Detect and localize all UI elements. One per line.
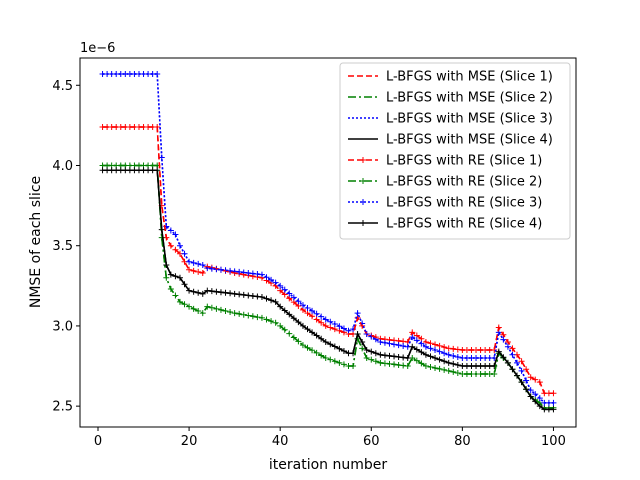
- y-axis-label: NMSE of each slice: [28, 176, 44, 308]
- data-point-marker: [404, 363, 411, 370]
- series-4: [102, 169, 554, 411]
- legend-entry: L-BFGS with MSE (Slice 3): [348, 112, 553, 127]
- legend-marker: [360, 199, 366, 205]
- data-point-marker: [286, 290, 293, 297]
- data-point-marker: [309, 347, 316, 354]
- data-point-marker: [181, 301, 188, 308]
- legend-marker: [360, 220, 366, 226]
- data-point-marker: [322, 355, 329, 362]
- series-3: [102, 73, 554, 404]
- legend-label: L-BFGS with RE (Slice 1): [386, 154, 542, 169]
- plot-area: [79, 57, 577, 428]
- legend-entry: L-BFGS with MSE (Slice 4): [348, 133, 553, 148]
- data-point-marker: [176, 242, 183, 249]
- plot-frame: [79, 57, 577, 428]
- y-tick-label: 4.5: [52, 79, 73, 94]
- series-line: [102, 169, 554, 411]
- legend-label: L-BFGS with MSE (Slice 2): [386, 91, 553, 106]
- legend-entry: L-BFGS with RE (Slice 3): [348, 196, 542, 211]
- legend-entry: L-BFGS with MSE (Slice 1): [348, 70, 553, 85]
- data-point-marker: [322, 316, 329, 323]
- data-point-marker: [290, 294, 297, 301]
- series-line: [102, 73, 554, 404]
- data-point-marker: [299, 342, 306, 349]
- y-tick-label: 3.0: [52, 319, 73, 334]
- x-tick-label: 80: [454, 434, 471, 449]
- data-point-marker: [304, 310, 311, 317]
- data-point-marker: [422, 363, 429, 370]
- data-point-marker: [172, 231, 179, 238]
- data-point-marker: [268, 276, 275, 283]
- legend-entry: L-BFGS with RE (Slice 2): [348, 175, 542, 190]
- legend-entry: L-BFGS with RE (Slice 4): [348, 217, 542, 232]
- legend-entry: L-BFGS with RE (Slice 1): [348, 154, 542, 169]
- data-point-marker: [272, 319, 279, 326]
- x-tick-label: 100: [541, 434, 566, 449]
- data-point-marker: [523, 366, 530, 373]
- x-tick-label: 40: [272, 434, 289, 449]
- data-point-marker: [340, 325, 347, 332]
- legend-label: L-BFGS with MSE (Slice 3): [386, 112, 553, 127]
- legend-label: L-BFGS with RE (Slice 2): [386, 175, 542, 190]
- y-tick-label: 3.5: [52, 239, 73, 254]
- data-point-marker: [295, 338, 302, 345]
- x-axis-label: iteration number: [269, 457, 387, 473]
- data-point-marker: [336, 323, 343, 330]
- data-point-marker: [413, 357, 420, 364]
- legend-box: [339, 62, 571, 240]
- legend-label: L-BFGS with RE (Slice 3): [386, 196, 542, 211]
- legend: L-BFGS with MSE (Slice 1) L-BFGS with MSE…: [339, 62, 571, 240]
- series-line: [102, 126, 554, 395]
- legend-label: L-BFGS with MSE (Slice 1): [386, 70, 553, 85]
- data-point-marker: [518, 358, 525, 365]
- y-offset-text: 1e−6: [80, 41, 115, 56]
- y-axis: 2.5 3.0 3.5 4.0 4.5: [52, 79, 80, 415]
- data-point-marker: [514, 359, 521, 366]
- data-point-marker: [550, 399, 557, 406]
- data-point-marker: [532, 391, 539, 398]
- legend-label: L-BFGS with RE (Slice 4): [386, 217, 542, 232]
- data-point-marker: [277, 282, 284, 289]
- y-tick-label: 2.5: [52, 400, 73, 415]
- data-point-marker: [313, 349, 320, 356]
- x-axis: 0 20 40 60 80 100: [94, 427, 566, 449]
- data-point-marker: [299, 302, 306, 309]
- data-point-marker: [409, 334, 416, 341]
- series-layer: [99, 71, 557, 413]
- data-point-marker: [309, 307, 316, 314]
- x-tick-label: 60: [363, 434, 380, 449]
- x-tick-label: 0: [94, 434, 102, 449]
- data-point-marker: [318, 319, 325, 326]
- data-point-marker: [186, 303, 193, 310]
- x-tick-label: 20: [181, 434, 198, 449]
- data-point-marker: [327, 318, 334, 325]
- legend-label: L-BFGS with MSE (Slice 4): [386, 133, 553, 148]
- legend-marker: [360, 157, 366, 163]
- legend-marker: [360, 178, 366, 184]
- y-tick-label: 4.0: [52, 159, 73, 174]
- data-point-marker: [186, 258, 193, 265]
- series-1: [102, 126, 554, 395]
- data-point-marker: [523, 377, 530, 384]
- legend-entry: L-BFGS with MSE (Slice 2): [348, 91, 553, 106]
